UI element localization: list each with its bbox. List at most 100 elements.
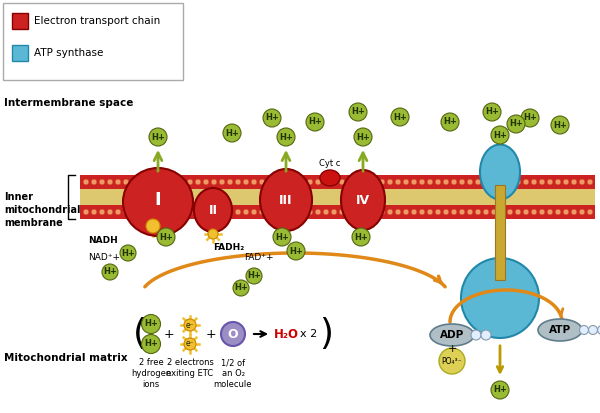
Text: H+: H+ (151, 133, 165, 142)
Circle shape (515, 179, 521, 185)
Circle shape (179, 179, 185, 185)
Circle shape (491, 179, 497, 185)
Circle shape (171, 209, 177, 215)
Circle shape (441, 113, 459, 131)
Circle shape (107, 179, 113, 185)
Circle shape (227, 179, 233, 185)
Circle shape (467, 179, 473, 185)
Circle shape (451, 179, 457, 185)
FancyBboxPatch shape (3, 3, 183, 80)
Circle shape (475, 179, 481, 185)
Circle shape (555, 179, 561, 185)
Circle shape (419, 209, 425, 215)
Circle shape (411, 179, 417, 185)
Circle shape (211, 209, 217, 215)
Ellipse shape (194, 188, 232, 232)
Text: H₂O: H₂O (274, 328, 299, 340)
Circle shape (155, 209, 161, 215)
Ellipse shape (123, 168, 193, 236)
Circle shape (233, 280, 249, 296)
Circle shape (331, 209, 337, 215)
Text: H+: H+ (443, 118, 457, 126)
Circle shape (315, 179, 321, 185)
Circle shape (355, 179, 361, 185)
Circle shape (139, 209, 145, 215)
Circle shape (580, 325, 589, 335)
Circle shape (459, 209, 465, 215)
Circle shape (443, 209, 449, 215)
Circle shape (195, 209, 201, 215)
Circle shape (219, 209, 225, 215)
Circle shape (299, 209, 305, 215)
Circle shape (102, 264, 118, 280)
Text: H+: H+ (351, 107, 365, 116)
Circle shape (491, 381, 509, 399)
Circle shape (83, 179, 89, 185)
Circle shape (491, 209, 497, 215)
Circle shape (352, 228, 370, 246)
Circle shape (267, 209, 273, 215)
Circle shape (291, 209, 297, 215)
Circle shape (107, 209, 113, 215)
Circle shape (523, 209, 529, 215)
Circle shape (349, 103, 367, 121)
Circle shape (187, 179, 193, 185)
Text: ADP: ADP (440, 330, 464, 340)
Text: 1/2 of
an O₂
molecule: 1/2 of an O₂ molecule (214, 358, 252, 389)
Circle shape (387, 179, 393, 185)
Circle shape (323, 209, 329, 215)
Ellipse shape (260, 169, 312, 231)
Circle shape (587, 209, 593, 215)
Circle shape (99, 179, 105, 185)
Text: H+: H+ (509, 119, 523, 128)
Circle shape (379, 179, 385, 185)
Circle shape (171, 179, 177, 185)
Circle shape (523, 179, 529, 185)
Circle shape (589, 325, 598, 335)
Text: +: + (164, 328, 175, 340)
Circle shape (443, 179, 449, 185)
Circle shape (251, 179, 257, 185)
Circle shape (139, 179, 145, 185)
Circle shape (427, 209, 433, 215)
Text: IV: IV (356, 194, 370, 206)
Text: H+: H+ (308, 118, 322, 126)
Text: ): ) (319, 317, 333, 351)
Text: H+: H+ (279, 133, 293, 142)
Circle shape (83, 209, 89, 215)
Circle shape (363, 179, 369, 185)
Text: H+: H+ (356, 133, 370, 142)
Circle shape (427, 179, 433, 185)
Circle shape (263, 109, 281, 127)
Circle shape (251, 209, 257, 215)
Text: Inner
mitochondrial
membrane: Inner mitochondrial membrane (4, 192, 80, 228)
Circle shape (551, 116, 569, 134)
Circle shape (475, 209, 481, 215)
Text: Cyt c: Cyt c (319, 159, 341, 169)
Text: H+: H+ (247, 271, 261, 280)
Circle shape (387, 209, 393, 215)
Circle shape (371, 179, 377, 185)
Circle shape (184, 338, 196, 350)
Circle shape (467, 209, 473, 215)
Circle shape (120, 245, 136, 261)
Circle shape (547, 209, 553, 215)
Circle shape (259, 209, 265, 215)
Circle shape (259, 179, 265, 185)
Circle shape (163, 179, 169, 185)
Text: H+: H+ (354, 233, 368, 242)
Circle shape (184, 319, 196, 331)
Text: H+: H+ (493, 131, 507, 140)
Text: H+: H+ (493, 385, 507, 394)
Circle shape (347, 209, 353, 215)
Text: H+: H+ (103, 268, 117, 276)
Circle shape (219, 179, 225, 185)
Circle shape (499, 179, 505, 185)
Circle shape (555, 209, 561, 215)
Text: FADH₂: FADH₂ (213, 243, 244, 252)
Circle shape (163, 209, 169, 215)
Text: I: I (155, 191, 161, 209)
Circle shape (235, 179, 241, 185)
Circle shape (403, 179, 409, 185)
Circle shape (483, 209, 489, 215)
